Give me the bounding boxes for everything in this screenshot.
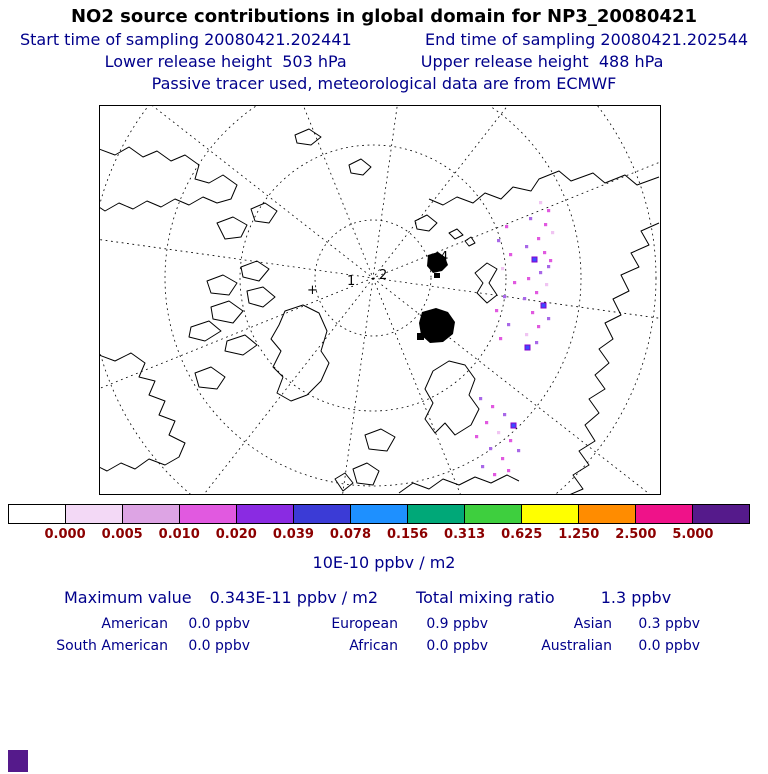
figure-page: NO2 source contributions in global domai…	[0, 6, 768, 772]
stats-line: Maximum value 0.343E-11 ppbv / m2 Total …	[64, 588, 768, 607]
release-label-2: 2	[379, 268, 387, 283]
colorbar-tick-labels: 0.000 0.005 0.010 0.020 0.039 0.078 0.156 0.313…	[8, 527, 750, 545]
coastlines	[100, 128, 660, 494]
source-value: 0.0 ppbv	[188, 638, 250, 654]
colorbar-cell	[237, 505, 294, 523]
graticule	[100, 106, 660, 494]
source-value: 0.0 ppbv	[426, 638, 488, 654]
source-name: American	[101, 616, 168, 632]
total-mixing-ratio-label: Total mixing ratio	[416, 588, 555, 607]
source-name: Asian	[573, 616, 612, 632]
source-name: African	[349, 638, 398, 654]
colorbar-tick-label: 0.005	[101, 527, 143, 542]
tracer-info-text: Passive tracer used, meteorological data…	[151, 74, 617, 93]
source-name: European	[331, 616, 398, 632]
colorbar-tick-label: 1.250	[558, 527, 600, 542]
source-name: Australian	[541, 638, 612, 654]
figure-title: NO2 source contributions in global domai…	[70, 6, 698, 27]
max-value-label: Maximum value	[64, 588, 192, 607]
colorbar-tick-label: 0.000	[44, 527, 86, 542]
colorbar-tick-label: 0.078	[329, 527, 372, 542]
cross-marker: +	[307, 283, 318, 298]
source-value: 0.9 ppbv	[426, 616, 488, 632]
colorbar-tick-label: 0.313	[444, 527, 486, 542]
upper-release-text: Upper release height 488 hPa	[420, 52, 664, 71]
lower-release-text: Lower release height 503 hPa	[104, 52, 347, 71]
colorbar: 0.000 0.005 0.010 0.020 0.039 0.078 0.156 0.313…	[8, 504, 750, 545]
release-source-markers	[417, 252, 455, 343]
colorbar-cell	[693, 505, 749, 523]
polar-map-svg: + 1 2 4	[99, 105, 661, 495]
colorbar-cells	[8, 504, 750, 524]
colorbar-cell	[408, 505, 465, 523]
tracer-info-line: Passive tracer used, meteorological data…	[0, 74, 768, 93]
total-mixing-ratio-value: 1.3 ppbv	[600, 588, 672, 607]
colorbar-tick-label: 0.039	[272, 527, 314, 542]
source-contributions-table: American 0.0 ppbv European 0.9 ppbv Asian 0.3…	[18, 616, 768, 654]
colorbar-cell	[351, 505, 408, 523]
colorbar-cell	[180, 505, 237, 523]
colorbar-cell	[636, 505, 693, 523]
colorbar-cell	[522, 505, 579, 523]
source-name: South American	[56, 638, 168, 654]
colorbar-cell	[66, 505, 123, 523]
colorbar-cell	[123, 505, 180, 523]
colorbar-tick-label: 0.010	[158, 527, 200, 542]
colorbar-tick-label: 0.625	[501, 527, 543, 542]
source-value: 0.3 ppbv	[638, 616, 700, 632]
source-value: 0.0 ppbv	[188, 616, 250, 632]
end-time-text: End time of sampling 20080421.202544	[425, 30, 748, 49]
colorbar-tick-label: 2.500	[615, 527, 657, 542]
colorbar-cell	[9, 505, 66, 523]
release-label-1: 1	[347, 274, 355, 289]
colorbar-cell	[294, 505, 351, 523]
colorbar-tick-label: 0.156	[386, 527, 429, 542]
map-marker-labels: + 1 2 4	[307, 250, 448, 298]
sampling-times-line: Start time of sampling 20080421.202441 E…	[0, 30, 768, 49]
release-heights-line: Lower release height 503 hPa Upper relea…	[0, 52, 768, 71]
colorbar-tick-label: 5.000	[672, 527, 714, 542]
colorbar-tick-label: 0.020	[215, 527, 257, 542]
colorbar-cell	[465, 505, 522, 523]
concentration-pixels	[475, 201, 555, 477]
colorbar-cell	[579, 505, 636, 523]
source-value: 0.0 ppbv	[638, 638, 700, 654]
release-label-4: 4	[440, 250, 448, 265]
start-time-text: Start time of sampling 20080421.202441	[20, 30, 352, 49]
colorbar-unit-label: 10E-10 ppbv / m2	[312, 553, 456, 572]
map-border	[99, 105, 661, 495]
max-value-text: 0.343E-11 ppbv / m2	[209, 588, 379, 607]
polar-map: + 1 2 4	[99, 105, 661, 495]
corner-swatch	[8, 750, 28, 772]
